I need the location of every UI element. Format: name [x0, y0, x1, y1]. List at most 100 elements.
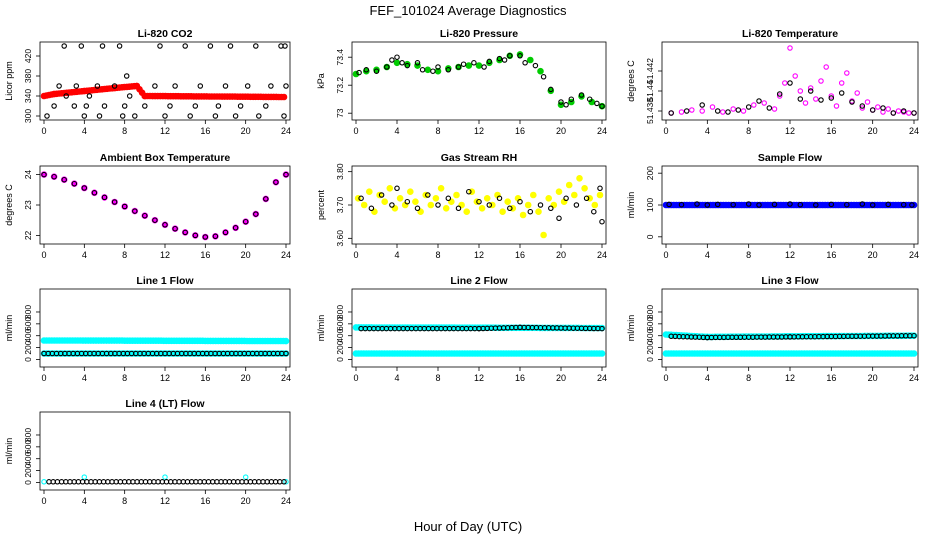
- x-tick-label: 24: [909, 250, 919, 260]
- point-avg-1: [368, 205, 375, 212]
- point-all-2: [373, 66, 380, 74]
- point-all-15: [797, 88, 804, 94]
- point-avg-43: [268, 83, 274, 89]
- x-tick-label: 16: [200, 126, 210, 136]
- point-avg-12: [807, 88, 814, 94]
- x-tick-label: 16: [515, 250, 525, 260]
- point-avg-22: [573, 202, 580, 208]
- point-avg-0: [666, 201, 672, 208]
- point-avg-17: [900, 201, 907, 208]
- point-avg-14: [182, 229, 188, 236]
- point-all-1: [362, 67, 370, 75]
- point-avg-9: [83, 103, 90, 109]
- point-all-28: [499, 208, 506, 215]
- point-avg-20: [507, 53, 513, 59]
- point-all-7: [424, 66, 432, 74]
- series-group: [352, 324, 606, 357]
- point-avg-11: [797, 96, 804, 102]
- panel-title: Line 3 Flow: [761, 275, 819, 287]
- x-tick-label: 12: [785, 373, 795, 383]
- x-tick-label: 0: [41, 126, 46, 136]
- x-tick-label: 12: [785, 126, 795, 136]
- point-avg-20: [126, 93, 133, 99]
- x-tick-label: 20: [868, 126, 878, 136]
- y-axis-label: ml/min: [626, 192, 636, 219]
- x-tick-label: 12: [160, 496, 170, 506]
- point-avg-13: [486, 202, 493, 208]
- point-avg-18: [222, 229, 229, 236]
- point-avg-18: [869, 107, 876, 113]
- x-tick-label: 4: [82, 250, 87, 260]
- point-avg-4: [725, 109, 731, 115]
- y-tick-label: 600: [23, 439, 33, 453]
- point-avg-2: [56, 83, 62, 89]
- point-avg-8: [771, 201, 778, 208]
- point-all-21: [463, 208, 471, 215]
- point-avg-17: [859, 103, 866, 109]
- point-cyan-4: [283, 479, 289, 485]
- point-avg-15: [838, 90, 845, 96]
- point-avg-5: [730, 201, 736, 208]
- x-tick-label: 20: [556, 126, 566, 136]
- point-all-2: [689, 107, 695, 113]
- series-group: [662, 331, 918, 357]
- point-avg-1: [678, 201, 685, 208]
- point-avg-15: [192, 232, 199, 239]
- panel-ambient: Ambient Box Temperature degrees C 0 4 8 12 16 2…: [4, 152, 291, 260]
- point-avg-7: [756, 98, 762, 104]
- y-axis-label: ml/min: [4, 315, 14, 342]
- point-all-10: [406, 188, 414, 195]
- point-all-13: [787, 45, 793, 51]
- y-tick-label: 380: [23, 69, 33, 83]
- point-all-3: [699, 108, 705, 114]
- point-avg-12: [96, 113, 103, 119]
- x-tick-label: 20: [556, 250, 566, 260]
- point-avg-31: [197, 83, 204, 89]
- point-all-33: [524, 201, 532, 209]
- x-tick-label: 24: [281, 250, 291, 260]
- point-avg-9: [419, 67, 426, 73]
- x-tick-label: 4: [705, 373, 710, 383]
- point-avg-24: [540, 74, 547, 80]
- y-axis-label: degrees C: [4, 184, 14, 226]
- point-avg-10: [86, 93, 93, 99]
- point-avg-25: [162, 113, 168, 119]
- series-group: [352, 51, 606, 110]
- x-tick-label: 24: [597, 126, 607, 136]
- point-avg-42: [263, 103, 269, 109]
- x-tick-label: 16: [826, 126, 836, 136]
- point-all-9: [444, 65, 452, 72]
- point-avg-14: [101, 103, 108, 109]
- point-all-38: [550, 201, 558, 209]
- point-avg-2: [61, 176, 67, 183]
- x-tick-label: 20: [241, 250, 251, 260]
- point-all-11: [776, 93, 783, 99]
- point-avg-6: [73, 83, 80, 89]
- point-all-46: [591, 201, 599, 209]
- point-all-16: [516, 51, 524, 58]
- x-tick-label: 0: [663, 250, 668, 260]
- point-avg-17: [119, 113, 126, 119]
- x-tick-label: 16: [200, 250, 210, 260]
- x-tick-label: 24: [909, 126, 919, 136]
- panel-pressure: Li-820 Pressure kPa 0 4 8 12 16 20 24 73 73.2 73.4: [316, 28, 607, 136]
- figure-xlabel: Hour of Day (UTC): [414, 519, 522, 534]
- y-tick-label: 3.60: [335, 230, 345, 247]
- x-tick-label: 8: [122, 126, 127, 136]
- x-tick-label: 0: [41, 250, 46, 260]
- panel-title: Line 1 Flow: [136, 275, 194, 287]
- y-tick-label: 73.4: [335, 49, 345, 66]
- y-tick-label: 600: [335, 316, 345, 330]
- point-all-22: [833, 103, 840, 109]
- point-avg-8: [435, 202, 441, 208]
- series-group: [668, 45, 917, 116]
- x-tick-label: 0: [41, 496, 46, 506]
- x-tick-label: 4: [82, 496, 87, 506]
- x-tick-label: 24: [597, 373, 607, 383]
- x-tick-label: 12: [785, 250, 795, 260]
- panels-group: Li-820 CO2 Licor ppm 0 4 8 12 16 20 24 300 340 380 4…: [4, 28, 919, 506]
- point-all-1: [678, 109, 685, 115]
- point-avg-23: [152, 83, 158, 89]
- x-tick-label: 24: [281, 126, 291, 136]
